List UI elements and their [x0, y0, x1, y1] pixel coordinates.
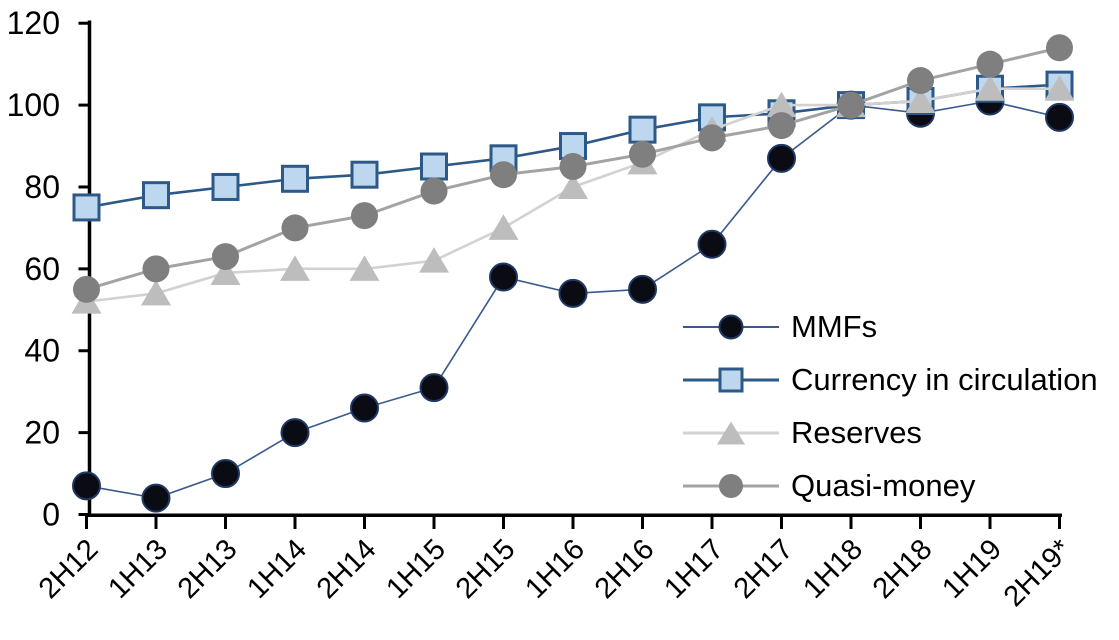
series-reserves-marker [766, 91, 797, 118]
y-tick-label: 80 [24, 169, 60, 205]
y-tick-label: 40 [24, 333, 60, 369]
series-mmfs-marker [558, 278, 588, 308]
series-reserves-marker [419, 247, 449, 273]
legend-item-reserves: Reserves [683, 406, 1098, 459]
series-reserves-marker [975, 75, 1005, 101]
series-currency-in-circulation-marker [628, 115, 657, 144]
series-reserves-marker [280, 255, 310, 281]
series-quasi-money-marker [351, 202, 378, 230]
series-mmfs-marker [211, 459, 240, 489]
y-tick-label: 100 [7, 87, 60, 123]
series-quasi-money-marker [907, 67, 934, 95]
series-mmfs-marker [628, 274, 657, 304]
series-quasi-money-marker [629, 140, 656, 168]
x-tick-label: 1H17 [658, 533, 730, 605]
series-mmfs-marker [419, 373, 449, 403]
series-reserves-marker [349, 255, 380, 281]
series-quasi-money-marker [73, 275, 100, 303]
x-tick-label: 2H13 [172, 533, 244, 605]
series-reserves-marker [141, 279, 171, 306]
series-quasi-money-marker [837, 91, 865, 119]
series-mmfs-marker [72, 471, 101, 501]
series-reserves-marker [1044, 75, 1075, 101]
series-currency-in-circulation-marker [420, 152, 448, 181]
y-tick-label: 120 [7, 5, 60, 41]
series-quasi-money-marker [420, 177, 448, 205]
x-tick-label: 2H14 [311, 533, 383, 605]
series-quasi-money-marker [212, 243, 239, 271]
x-tick-label: 2H12 [33, 533, 105, 605]
series-quasi-money-marker [490, 161, 517, 189]
legend-label-reserves: Reserves [791, 414, 922, 450]
series-reserves-marker [210, 259, 241, 285]
series-quasi-money-marker [559, 153, 587, 181]
series-currency-in-circulation-marker [281, 164, 309, 193]
series-reserves-marker [905, 87, 936, 114]
series-mmfs-marker [350, 393, 379, 423]
legend: MMFs Currency in circulation Reserves Qu… [683, 300, 1098, 512]
x-tick-label: 2H17 [728, 533, 800, 605]
x-tick-label: 1H13 [102, 533, 174, 605]
x-tick-label: 1H14 [241, 533, 313, 605]
x-tick-label: 2H15 [450, 533, 522, 605]
series-currency-in-circulation-marker [211, 172, 240, 201]
x-tick-label: 1H18 [797, 533, 869, 605]
y-tick-label: 20 [24, 415, 60, 451]
x-tick-label: 1H19 [936, 533, 1008, 605]
series-quasi-money-marker [142, 255, 170, 283]
series-currency-in-circulation-marker [72, 193, 101, 222]
x-tick-label: 2H19* [998, 533, 1078, 613]
series-quasi-money-marker [698, 124, 726, 152]
legend-item-mmfs: MMFs [683, 300, 1098, 353]
x-tick-label: 1H16 [519, 533, 591, 605]
series-mmfs-marker [280, 418, 310, 448]
series-currency-in-circulation-marker [142, 181, 170, 210]
quasi-money-marker-icon [683, 459, 779, 512]
currency-marker-icon [683, 353, 779, 406]
x-tick-label: 2H18 [867, 533, 939, 605]
series-quasi-money-marker [281, 214, 309, 242]
series-reserves-marker [558, 173, 588, 199]
series-quasi-money-marker [1046, 34, 1073, 62]
series-quasi-money-marker [768, 112, 795, 140]
x-tick-label: 2H16 [589, 533, 661, 605]
legend-item-quasi-money: Quasi-money [683, 459, 1098, 512]
series-mmfs-marker [489, 262, 518, 292]
series-quasi-money-marker [976, 50, 1004, 78]
reserves-marker-icon [683, 406, 779, 459]
series-mmfs-marker [1045, 102, 1074, 132]
x-tick-label: 1H15 [380, 533, 452, 605]
series-reserves-marker [488, 214, 519, 240]
y-tick-label: 60 [24, 251, 60, 287]
series-currency-in-circulation-marker [350, 160, 379, 189]
legend-label-mmfs: MMFs [791, 308, 878, 344]
mmfs-marker-icon [683, 300, 779, 353]
legend-label-quasi-money: Quasi-money [791, 467, 976, 503]
series-mmfs-marker [767, 143, 796, 173]
legend-item-currency: Currency in circulation [683, 353, 1098, 406]
series-mmfs-marker [697, 229, 727, 259]
legend-label-currency: Currency in circulation [791, 361, 1098, 397]
y-tick-label: 0 [42, 497, 60, 533]
series-mmfs-marker [141, 483, 171, 513]
